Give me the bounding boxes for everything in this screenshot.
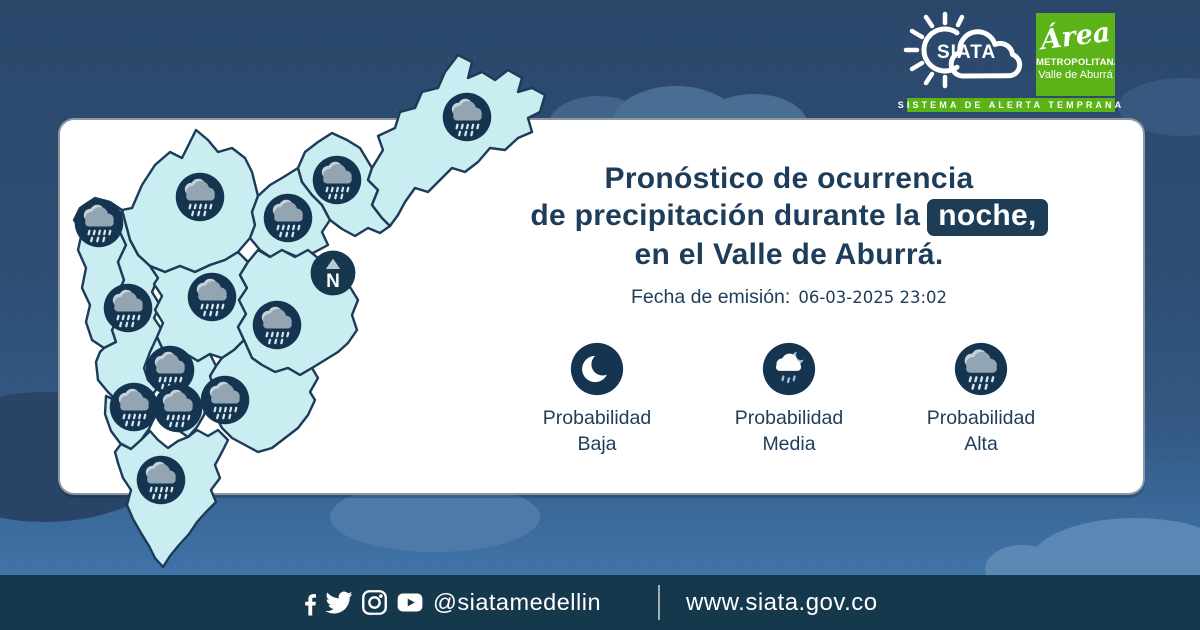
legend-text: Probabilidad	[734, 407, 844, 429]
sun-rays-icon	[903, 11, 965, 89]
emission-label: Fecha de emisión:	[630, 286, 791, 308]
social-icons	[303, 575, 425, 630]
siata-logo: SIATA	[903, 11, 1023, 89]
title-line1: Pronóstico de ocurrencia	[604, 162, 974, 195]
website-link[interactable]: www.siata.gov.co	[686, 588, 878, 616]
social-handle[interactable]: @siatamedellin	[433, 589, 602, 615]
amva-line3: Valle de Aburrá	[1038, 69, 1113, 81]
legend-text: Baja	[577, 433, 617, 455]
amva-line2: METROPOLITANA	[1036, 57, 1115, 68]
footer-bar: @siatamedellin www.siata.gov.co	[0, 575, 1200, 630]
probability-legend: Probabilidad Baja Probabilidad Media Pro…	[455, 341, 1123, 457]
legend-text: Media	[762, 433, 816, 455]
legend-item-baja: Probabilidad Baja	[521, 341, 673, 457]
forecast-card: Pronóstico de ocurrencia de precipitació…	[58, 118, 1145, 495]
alert-system-banner: SISTEMA DE ALERTA TEMPRANA	[897, 98, 1125, 112]
emission-value: 06-03-2025 23:02	[798, 288, 948, 307]
instagram-icon[interactable]	[361, 589, 388, 616]
legend-text: Probabilidad	[542, 407, 652, 429]
facebook-icon[interactable]	[303, 589, 317, 616]
brand-header: SIATA Área METROPOLITANA Valle de Aburrá…	[897, 8, 1125, 114]
title-line3: en el Valle de Aburrá.	[634, 238, 944, 271]
cloud-heavy-rain-icon	[953, 341, 1009, 397]
twitter-icon[interactable]	[324, 589, 354, 616]
legend-label: Probabilidad Media	[713, 405, 865, 457]
amva-logo: Área METROPOLITANA Valle de Aburrá	[1036, 13, 1115, 96]
page-title: Pronóstico de ocurrencia de precipitació…	[455, 160, 1123, 273]
period-badge: noche,	[927, 199, 1048, 236]
amva-script-text: Área	[1038, 16, 1112, 57]
footer-divider	[658, 585, 660, 620]
legend-label: Probabilidad Alta	[905, 405, 1057, 457]
siata-logo-text: SIATA	[937, 42, 996, 63]
moon-icon	[569, 341, 625, 397]
title-line2: de precipitación durante la	[530, 199, 921, 232]
emission-date: Fecha de emisión: 06-03-2025 23:02	[455, 286, 1123, 309]
cloud-outline-icon	[948, 29, 1023, 79]
legend-text: Alta	[964, 433, 998, 455]
cloud-drizzle-moon-icon	[761, 341, 817, 397]
sun-ring-icon	[921, 26, 960, 74]
legend-text: Probabilidad	[926, 407, 1036, 429]
legend-label: Probabilidad Baja	[521, 405, 673, 457]
legend-item-alta: Probabilidad Alta	[905, 341, 1057, 457]
youtube-icon[interactable]	[395, 589, 425, 616]
legend-item-media: Probabilidad Media	[713, 341, 865, 457]
